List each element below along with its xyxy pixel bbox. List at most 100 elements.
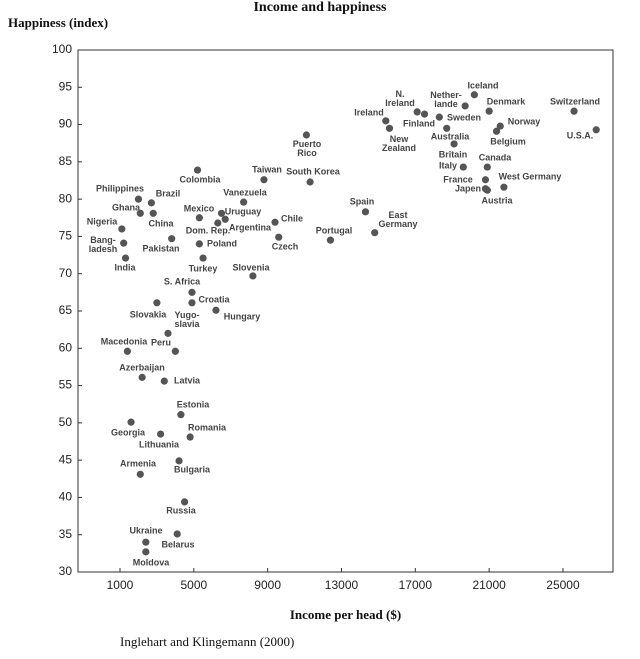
- point: [121, 254, 130, 262]
- point: [214, 219, 222, 227]
- point-label: Ireland: [354, 107, 384, 118]
- point: [221, 215, 229, 223]
- point-label: East Germany: [378, 210, 418, 229]
- point: [123, 347, 131, 355]
- point: [485, 107, 493, 115]
- y-tick-label: 50: [59, 415, 73, 429]
- point: [450, 140, 458, 148]
- point-label: Puerto Rico: [292, 139, 322, 158]
- point: [470, 91, 478, 99]
- point-label: Pakistan: [142, 243, 180, 254]
- point-label: Vanezuela: [223, 187, 267, 198]
- y-tick-label: 90: [59, 117, 73, 131]
- point-label: Ukraine: [129, 525, 163, 536]
- y-tick-label: 75: [59, 229, 73, 243]
- point: [212, 306, 220, 314]
- point-label: Moldova: [132, 557, 170, 568]
- y-tick-label: 70: [59, 266, 73, 280]
- point: [136, 209, 144, 217]
- point: [171, 347, 179, 355]
- point: [492, 127, 501, 135]
- x-axis-label: Income per head ($): [289, 607, 402, 622]
- point: [173, 530, 181, 538]
- point-label: Britain: [438, 149, 468, 160]
- point-label: Russia: [166, 505, 196, 516]
- x-tick-label: 25000: [546, 578, 580, 592]
- point: [306, 178, 314, 186]
- point-label: Turkey: [188, 263, 218, 274]
- point-label: Macedonia: [100, 336, 148, 347]
- y-axis-label: Happiness (index): [8, 15, 109, 30]
- point-label: Austria: [481, 195, 513, 206]
- point: [326, 236, 335, 244]
- point-label: Dom. Rep.: [185, 225, 231, 236]
- point-label: West Germany: [498, 171, 562, 182]
- point-label: Denmark: [486, 96, 526, 107]
- point-label: Nether- lande: [430, 90, 462, 109]
- point: [177, 411, 185, 419]
- point: [136, 470, 144, 478]
- x-tick-label: 5000: [180, 578, 207, 592]
- point-label: Colombia: [179, 174, 221, 185]
- point-label: Slovakia: [129, 309, 167, 320]
- point: [483, 186, 491, 194]
- y-tick-label: 45: [59, 452, 73, 466]
- point-label: Finland: [403, 118, 435, 129]
- point-label: Norway: [507, 116, 541, 127]
- point-label: Czech: [271, 241, 299, 252]
- point: [361, 208, 370, 216]
- y-tick-label: 60: [59, 340, 73, 354]
- x-tick-label: 1000: [107, 578, 134, 592]
- point-label: Croatia: [198, 294, 230, 305]
- point: [142, 538, 150, 546]
- point: [142, 548, 150, 556]
- x-tick-label: 21000: [472, 578, 506, 592]
- point: [483, 163, 491, 171]
- point-label: Nigeria: [86, 216, 118, 227]
- point-label: Lithuania: [139, 439, 179, 450]
- point-label: Argentina: [228, 222, 272, 233]
- point: [195, 214, 203, 222]
- x-tick-label: 13000: [325, 578, 359, 592]
- point-label: U.S.A.: [566, 130, 594, 141]
- point-label: Sweden: [446, 112, 482, 123]
- point: [496, 122, 504, 130]
- point-label: Poland: [206, 238, 238, 249]
- point: [217, 209, 226, 217]
- point-label: Spain: [349, 196, 375, 207]
- point: [382, 117, 390, 125]
- point: [188, 299, 196, 307]
- point-label: Mexico: [183, 203, 215, 214]
- point-label: Philippines: [95, 183, 145, 194]
- point-label: Belgium: [490, 136, 526, 147]
- point: [118, 225, 126, 233]
- point-label: Romania: [187, 422, 227, 433]
- y-tick-label: 40: [59, 490, 73, 504]
- point-label: Hungary: [223, 311, 261, 322]
- point: [186, 433, 194, 441]
- point: [188, 288, 196, 296]
- point: [127, 418, 135, 426]
- point-label: S. Africa: [163, 276, 201, 287]
- point-label: Switzerland: [549, 96, 601, 107]
- point: [249, 272, 257, 280]
- point: [147, 199, 155, 207]
- point-label: South Korea: [286, 166, 340, 177]
- chart-title: Income and happiness: [253, 0, 387, 15]
- source-note: Inglehart and Klingemann (2000): [120, 634, 295, 649]
- point: [413, 108, 421, 116]
- y-tick-label: 100: [52, 42, 72, 56]
- y-tick-label: 65: [59, 303, 73, 317]
- point: [149, 209, 157, 217]
- point: [275, 233, 283, 241]
- point-label: China: [148, 218, 174, 229]
- point-label: India: [114, 262, 136, 273]
- point-label: Portugal: [315, 225, 353, 236]
- point: [195, 240, 203, 248]
- point-label: Latvia: [173, 375, 201, 386]
- point: [461, 102, 469, 110]
- point-label: Georgia: [110, 427, 146, 438]
- point: [193, 166, 202, 174]
- point-label: Italy: [438, 160, 458, 171]
- point: [570, 107, 578, 115]
